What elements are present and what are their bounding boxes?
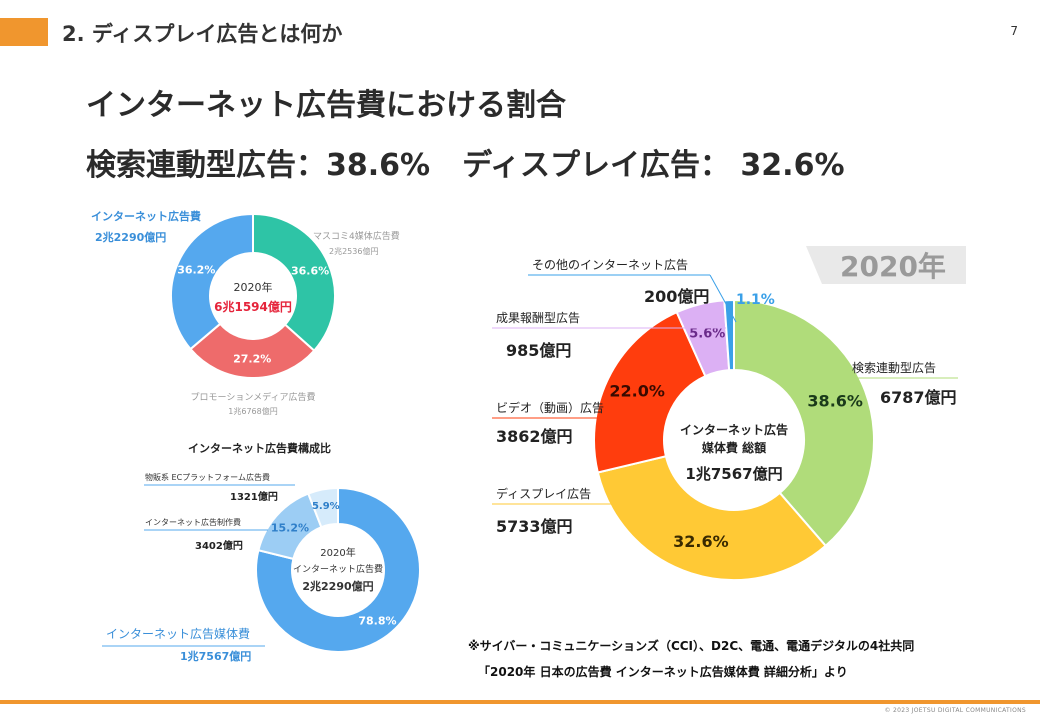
chart1-label-mass4: マスコミ4媒体広告費 [313,230,400,242]
chart3-slice-0 [733,298,875,548]
chart1-amount-internet: 2兆2290億円 [95,230,166,244]
chart2-value-label-1: 15.2% [271,522,309,535]
chart3-label-other: その他のインターネット広告 [532,258,688,272]
chart3-amount-performance: 985億円 [506,341,571,360]
chart2-center-total: 2兆2290億円 [302,579,373,593]
chart3-value-label-3: 5.6% [689,326,725,341]
chart2-title: インターネット広告費構成比 [188,441,331,455]
chart3-label-performance: 成果報酬型広告 [496,311,580,325]
copyright-text: © 2023 JOETSU DIGITAL COMMUNICATIONS [884,707,1026,714]
chart3-value-label-2: 22.0% [609,381,665,400]
chart1-value-label-0: 36.6% [291,264,329,277]
internet-ad-composition-donut-chart: インターネット広告費構成比 78.8% 15.2%5.9% 2020年 インターネ… [102,441,421,663]
chart3-value-label-0: 38.6% [807,391,863,410]
chart1-label-promotion: プロモーションメディア広告費 [191,391,316,403]
chart2-label-media: インターネット広告媒体費 [106,626,250,641]
chart2-amount-production: 3402億円 [195,539,243,552]
chart3-center-label-2: 媒体費 総額 [702,440,766,455]
headline-2: 検索連動型広告：38.6% ディスプレイ広告： 32.6% [86,140,845,184]
chart2-amount-ec: 1321億円 [230,490,278,503]
source-note-line-2: 「2020年 日本の広告費 インターネット広告媒体費 詳細分析」より [478,665,848,679]
chart3-label-video: ビデオ（動画）広告 [496,400,604,415]
chart3-amount-other: 200億円 [644,287,709,306]
slide-title: 2. ディスプレイ広告とは何か [62,22,343,46]
chart2-value-label-0: 78.8% [358,614,396,627]
chart2-label-ec: 物販系 ECプラットフォーム広告費 [145,472,270,482]
headline-2-search: 検索連動型広告：38.6% [86,148,431,183]
chart3-value-label-1: 32.6% [673,532,729,551]
chart1-label-internet: インターネット広告費 [91,209,201,223]
chart3-amount-display: 5733億円 [496,517,573,536]
chart3-label-display: ディスプレイ広告 [496,486,591,501]
footer-accent-bar [0,700,1040,704]
chart3-value-other: 1.1% [736,292,775,308]
page-number: 7 [1010,24,1018,38]
chart1-amount-mass4: 2兆2536億円 [329,246,378,256]
chart3-center-total: 1兆7567億円 [685,465,782,483]
headline-2-display: ディスプレイ広告： 32.6% [462,148,845,183]
chart1-center-total: 6兆1594億円 [214,299,292,314]
chart3-amount-search: 6787億円 [880,388,957,407]
chart2-value-label-2: 5.9% [312,501,340,512]
chart1-value-label-2: 36.2% [177,264,215,277]
chart3-center-label-1: インターネット広告 [680,422,788,437]
headline-1: インターネット広告費における割合 [86,88,566,123]
chart1-center-year: 2020年 [234,280,273,294]
chart2-center-label: インターネット広告費 [293,563,383,575]
internet-ad-media-spend-donut-chart: 2020年 38.6%32.6%22.0%5.6%1.1% インターネット広告 … [492,246,966,581]
source-note-line-1: ※サイバー・コミュニケーションズ（CCI）、D2C、電通、電通デジタルの4社共同 [468,639,915,653]
chart2-amount-media: 1兆7567億円 [180,649,251,663]
chart3-amount-video: 3862億円 [496,427,573,446]
title-accent-bar [0,18,48,46]
chart3-label-search: 検索連動型広告 [852,361,936,375]
chart1-value-label-1: 27.2% [233,352,271,365]
total-ad-spend-donut-chart: 36.6% 27.2% 36.2% 2020年 6兆1594億円 インターネット広告… [91,209,400,416]
chart2-center-year: 2020年 [320,546,355,559]
chart1-amount-promotion: 1兆6768億円 [228,406,277,416]
year-badge: 2020年 [840,250,946,283]
chart2-label-production: インターネット広告制作費 [145,517,241,527]
